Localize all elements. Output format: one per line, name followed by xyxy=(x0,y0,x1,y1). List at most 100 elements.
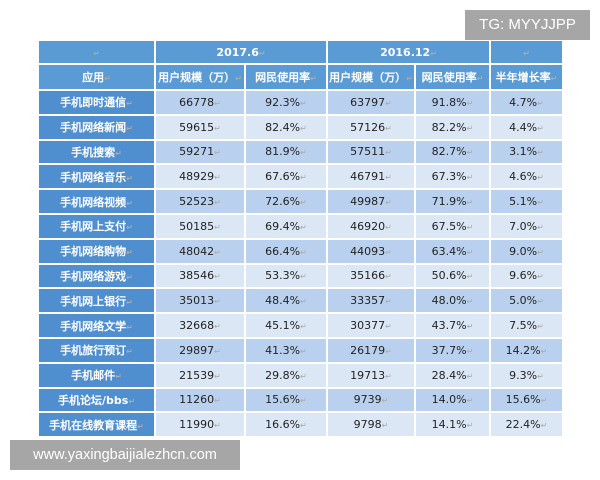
users-2017-cell: 59271 xyxy=(156,140,244,164)
rate-2017-cell: 15.6% xyxy=(246,388,326,412)
rate-2016-cell: 14.1% xyxy=(416,413,489,437)
watermark-bottom: www.yaxingbaijialezhcn.com xyxy=(10,440,240,470)
users-2017-cell: 11260 xyxy=(156,388,244,412)
growth-cell: 4.4% xyxy=(491,115,562,139)
app-name-cell: 手机网络音乐 xyxy=(39,165,154,189)
rate-2017-cell: 92.3% xyxy=(246,91,326,114)
table-row: 手机网上银行3501348.4%3335748.0%5.0% xyxy=(39,289,562,313)
users-2017-cell: 32668 xyxy=(156,314,244,337)
table-row: 手机网络视频5252372.6%4998771.9%5.1% xyxy=(39,190,562,213)
empty-header-cell xyxy=(491,41,562,63)
table-row: 手机论坛/bbs1126015.6%973914.0%15.6% xyxy=(39,388,562,412)
users-2016-cell: 9739 xyxy=(328,388,414,412)
rate-2016-cell: 37.7% xyxy=(416,338,489,362)
app-name-cell: 手机搜索 xyxy=(39,140,154,164)
col-rate-2017: 网民使用率 xyxy=(246,65,326,89)
rate-2016-cell: 67.3% xyxy=(416,165,489,189)
rate-2017-cell: 45.1% xyxy=(246,314,326,337)
app-name-cell: 手机旅行预订 xyxy=(39,338,154,362)
users-2017-cell: 11990 xyxy=(156,413,244,437)
app-name-cell: 手机网络新闻 xyxy=(39,115,154,139)
col-users-2017: 用户规模（万） xyxy=(156,65,244,89)
users-2017-cell: 52523 xyxy=(156,190,244,213)
users-2017-cell: 59615 xyxy=(156,115,244,139)
users-2016-cell: 57511 xyxy=(328,140,414,164)
users-2016-cell: 35166 xyxy=(328,264,414,288)
users-2016-cell: 33357 xyxy=(328,289,414,313)
growth-cell: 4.7% xyxy=(491,91,562,114)
users-2017-cell: 48929 xyxy=(156,165,244,189)
users-2017-cell: 66778 xyxy=(156,91,244,114)
users-2017-cell: 29897 xyxy=(156,338,244,362)
table-row: 手机在线教育课程1199016.6%979814.1%22.4% xyxy=(39,413,562,437)
app-name-cell: 手机网络文学 xyxy=(39,314,154,337)
growth-cell: 7.5% xyxy=(491,314,562,337)
rate-2016-cell: 14.0% xyxy=(416,388,489,412)
col-rate-2016: 网民使用率 xyxy=(416,65,489,89)
rate-2016-cell: 28.4% xyxy=(416,363,489,387)
growth-cell: 3.1% xyxy=(491,140,562,164)
period-2016-header: 2016.12 xyxy=(328,41,489,63)
users-2016-cell: 9798 xyxy=(328,413,414,437)
growth-cell: 7.0% xyxy=(491,214,562,238)
rate-2017-cell: 81.9% xyxy=(246,140,326,164)
rate-2016-cell: 67.5% xyxy=(416,214,489,238)
rate-2017-cell: 48.4% xyxy=(246,289,326,313)
app-name-cell: 手机在线教育课程 xyxy=(39,413,154,437)
rate-2017-cell: 41.3% xyxy=(246,338,326,362)
rate-2017-cell: 66.4% xyxy=(246,239,326,263)
rate-2017-cell: 67.6% xyxy=(246,165,326,189)
users-2017-cell: 48042 xyxy=(156,239,244,263)
rate-2016-cell: 91.8% xyxy=(416,91,489,114)
users-2016-cell: 49987 xyxy=(328,190,414,213)
users-2016-cell: 63797 xyxy=(328,91,414,114)
growth-cell: 14.2% xyxy=(491,338,562,362)
users-2017-cell: 50185 xyxy=(156,214,244,238)
growth-cell: 5.0% xyxy=(491,289,562,313)
users-2016-cell: 46920 xyxy=(328,214,414,238)
table-row: 手机邮件2153929.8%1971328.4%9.3% xyxy=(39,363,562,387)
table-row: 手机旅行预订2989741.3%2617937.7%14.2% xyxy=(39,338,562,362)
app-name-cell: 手机即时通信 xyxy=(39,91,154,114)
table-row: 手机网络音乐4892967.6%4679167.3%4.6% xyxy=(39,165,562,189)
period-2017-header: 2017.6 xyxy=(156,41,326,63)
growth-cell: 22.4% xyxy=(491,413,562,437)
rate-2017-cell: 72.6% xyxy=(246,190,326,213)
users-2016-cell: 44093 xyxy=(328,239,414,263)
col-app: 应用 xyxy=(39,65,154,89)
table-row: 手机网络购物4804266.4%4409363.4%9.0% xyxy=(39,239,562,263)
col-users-2016: 用户规模（万） xyxy=(328,65,414,89)
watermark-top: TG: MYYJJPP xyxy=(465,10,590,40)
growth-cell: 9.3% xyxy=(491,363,562,387)
table-row: 手机网络新闻5961582.4%5712682.2%4.4% xyxy=(39,115,562,139)
app-name-cell: 手机论坛/bbs xyxy=(39,388,154,412)
app-name-cell: 手机邮件 xyxy=(39,363,154,387)
table-row: 手机网络游戏3854653.3%3516650.6%9.6% xyxy=(39,264,562,288)
users-2017-cell: 38546 xyxy=(156,264,244,288)
rate-2016-cell: 82.2% xyxy=(416,115,489,139)
users-2016-cell: 26179 xyxy=(328,338,414,362)
users-2017-cell: 21539 xyxy=(156,363,244,387)
rate-2016-cell: 43.7% xyxy=(416,314,489,337)
app-name-cell: 手机网络购物 xyxy=(39,239,154,263)
app-name-cell: 手机网上支付 xyxy=(39,214,154,238)
growth-cell: 5.1% xyxy=(491,190,562,213)
app-name-cell: 手机网络游戏 xyxy=(39,264,154,288)
rate-2017-cell: 29.8% xyxy=(246,363,326,387)
app-usage-table: 2017.6 2016.12 应用 用户规模（万） 网民使用率 用户规模（万） … xyxy=(37,39,564,438)
rate-2017-cell: 16.6% xyxy=(246,413,326,437)
users-2016-cell: 57126 xyxy=(328,115,414,139)
table-row: 手机即时通信6677892.3%6379791.8%4.7% xyxy=(39,91,562,114)
rate-2017-cell: 82.4% xyxy=(246,115,326,139)
app-name-cell: 手机网上银行 xyxy=(39,289,154,313)
users-2016-cell: 30377 xyxy=(328,314,414,337)
rate-2017-cell: 69.4% xyxy=(246,214,326,238)
rate-2016-cell: 50.6% xyxy=(416,264,489,288)
users-2016-cell: 19713 xyxy=(328,363,414,387)
rate-2017-cell: 53.3% xyxy=(246,264,326,288)
rate-2016-cell: 71.9% xyxy=(416,190,489,213)
users-2017-cell: 35013 xyxy=(156,289,244,313)
column-header-row: 应用 用户规模（万） 网民使用率 用户规模（万） 网民使用率 半年增长率 xyxy=(39,65,562,89)
rate-2016-cell: 82.7% xyxy=(416,140,489,164)
app-name-cell: 手机网络视频 xyxy=(39,190,154,213)
